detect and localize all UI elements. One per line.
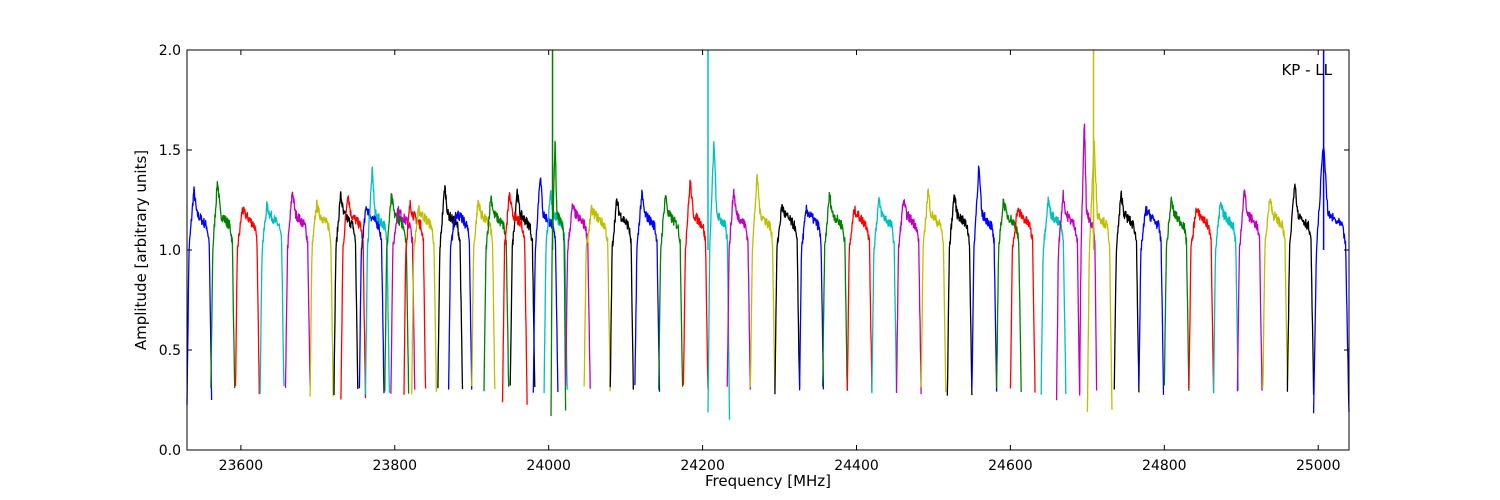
bandpass-segment-5 (284, 191, 311, 388)
y-tick-label: 2.0 (159, 43, 181, 59)
bandpass-segment-25 (583, 204, 611, 392)
bandpass-segment-31 (726, 188, 751, 390)
bandpass-segment-35 (821, 191, 848, 390)
bandpass-segment-34 (798, 204, 825, 391)
bandpass-segment-41 (971, 165, 998, 392)
bandpass-segment-10 (364, 166, 391, 395)
x-tick-label: 24800 (1142, 458, 1187, 474)
bandpass-segment-53 (1236, 189, 1263, 392)
bandpass-segment-18 (483, 195, 510, 392)
bandpass-segment-46 (1086, 140, 1113, 412)
bandpass-segment-30 (707, 140, 731, 420)
x-tick-label: 24000 (526, 458, 571, 474)
x-tick-label: 23800 (373, 458, 418, 474)
x-tick-label: 25000 (1296, 458, 1341, 474)
bandpass-segment-21 (532, 177, 559, 393)
bandpass-segment-12 (390, 206, 416, 394)
bandpass-segment-33 (774, 203, 801, 395)
bandpass-segment-15 (437, 184, 464, 390)
y-tick-label: 1.5 (159, 143, 181, 159)
x-tick-label: 24600 (988, 458, 1033, 474)
y-tick-label: 0.5 (159, 343, 181, 359)
y-tick-label: 1.0 (159, 243, 181, 259)
bandpass-segment-23 (550, 140, 567, 417)
bandpass-segment-39 (920, 188, 947, 393)
bandpass-segment-3 (234, 206, 260, 395)
bandpass-segment-14 (411, 204, 437, 395)
bandpass-segment-13 (403, 199, 427, 395)
plot-area (187, 50, 1349, 450)
bandpass-segment-37 (871, 196, 898, 394)
bandpass-segment-8 (340, 195, 367, 400)
bandpass-segment-48 (1113, 190, 1140, 393)
bandpass-segment-36 (846, 205, 873, 392)
bandpass-segment-40 (946, 194, 973, 396)
y-axis-label: Amplitude [arbitrary units] (132, 150, 150, 350)
bandpass-segment-45 (1055, 189, 1081, 401)
bandpass-segment-19 (509, 188, 536, 388)
bandpass-segment-52 (1212, 201, 1239, 394)
bandpass-segment-42 (995, 198, 1022, 393)
y-axis: 0.0 0.5 1.0 1.5 2.0 (159, 43, 1349, 459)
bandpass-segment-24 (564, 203, 591, 389)
y-tick-label: 0.0 (159, 443, 181, 459)
x-tick-label: 23600 (219, 458, 264, 474)
bandpass-segment-20 (501, 192, 528, 405)
bandpass-segment-9 (358, 206, 385, 394)
chart-annotation: KP - LL (1281, 61, 1332, 79)
bandpass-segment-4 (259, 200, 285, 394)
bandpass-segment-44 (1040, 196, 1067, 395)
bandpass-segment-51 (1188, 207, 1215, 393)
bandpass-segment-43 (1009, 207, 1036, 393)
bandpass-segment-55 (1286, 183, 1315, 395)
series-layer (186, 50, 1350, 420)
bandpass-segment-56 (1312, 146, 1350, 414)
bandpass-segment-49 (1138, 205, 1165, 395)
bandpass-segment-1 (186, 186, 213, 406)
bandpass-segment-50 (1163, 196, 1190, 391)
bandpass-segment-54 (1262, 198, 1289, 388)
bandpass-segment-32 (749, 173, 776, 389)
bandpass-segment-2 (210, 181, 236, 389)
x-axis: 23600 23800 24000 24200 24400 24600 24800 25000 (219, 50, 1341, 474)
x-tick-label: 24200 (680, 458, 725, 474)
bandpass-segment-27 (634, 189, 661, 392)
bandpass-segment-38 (895, 199, 922, 395)
bandpass-segment-17 (471, 199, 496, 390)
bandpass-segment-6 (309, 199, 334, 397)
bandpass-segment-16 (447, 210, 473, 390)
bandpass-segment-28 (658, 195, 684, 390)
bandpass-segment-26 (609, 198, 634, 390)
x-axis-label: Frequency [MHz] (705, 472, 831, 490)
x-tick-label: 24400 (834, 458, 879, 474)
bandpass-segment-29 (682, 179, 709, 390)
